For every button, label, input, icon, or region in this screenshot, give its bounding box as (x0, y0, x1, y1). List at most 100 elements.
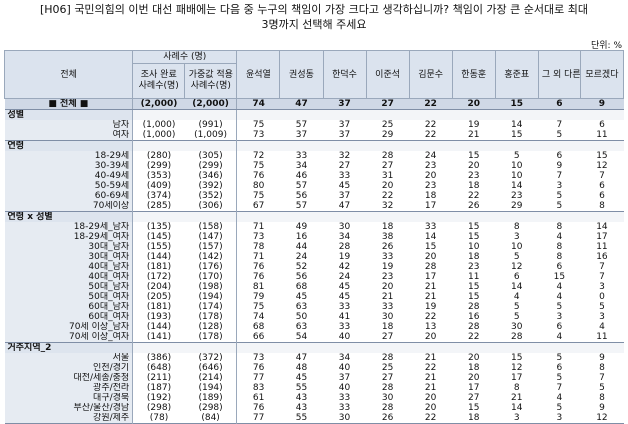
value-cell: 15 (495, 98, 539, 110)
base-weighted: (305) (184, 151, 238, 161)
value-cell: 6 (599, 120, 605, 130)
base-completed: (135) (132, 222, 185, 232)
value-cell: 81 (252, 282, 265, 292)
base-weighted: (646) (184, 363, 238, 373)
value-cell: 18 (467, 363, 480, 373)
value-cell: 27 (381, 161, 394, 171)
value-cell: 21 (424, 292, 437, 302)
value-cell: 21 (424, 282, 437, 292)
value-cell: 45 (295, 292, 308, 302)
table-row: 대전/세종/충청 (211) (214) 77 45 37 27 21 20 17 5 7 (4, 373, 624, 383)
value-cell: 23 (467, 171, 480, 181)
base-weighted: (176) (184, 262, 238, 272)
header-option: 김문수 (408, 50, 453, 99)
base-completed: (172) (132, 272, 185, 282)
value-cell: 73 (252, 232, 265, 242)
value-cell: 7 (599, 272, 605, 282)
table-row: 60대_여자 (193) (178) 74 50 41 30 22 16 5 3 3 (4, 312, 624, 322)
row-label: 30대_여자 (4, 252, 133, 262)
value-cell: 47 (338, 201, 351, 211)
value-cell: 3 (556, 181, 563, 191)
value-cell: 68 (252, 322, 265, 332)
value-cell: 21 (424, 353, 437, 363)
value-cell: 22 (381, 191, 394, 201)
value-cell: 45 (295, 373, 308, 383)
value-cell: 28 (424, 262, 437, 272)
row-label: 70세이상 (4, 201, 133, 212)
value-cell: 32 (338, 151, 351, 161)
base-completed: (144) (132, 322, 185, 332)
value-cell: 15 (467, 232, 480, 242)
group-filler-cell (236, 140, 280, 151)
base-weighted: (372) (184, 353, 238, 363)
group-filler-cell (538, 211, 581, 222)
value-cell: 66 (252, 332, 265, 342)
value-cell: 32 (381, 201, 394, 211)
value-cell: 28 (381, 353, 394, 363)
value-cell: 14 (511, 282, 523, 292)
value-cell: 28 (338, 242, 351, 252)
value-cell: 17 (467, 383, 480, 393)
row-label: 30-39세 (4, 161, 133, 171)
table-row: 30대_남자 (155) (157) 78 44 28 26 15 10 10 8 11 (4, 242, 624, 252)
value-cell: 28 (381, 151, 394, 161)
value-cell: 33 (381, 302, 394, 312)
value-cell: 76 (252, 272, 265, 282)
value-cell: 55 (295, 413, 308, 423)
value-cell: 28 (511, 332, 523, 342)
value-cell: 6 (538, 98, 581, 110)
value-cell: 22 (467, 191, 480, 201)
value-cell: 14 (596, 222, 608, 232)
value-cell: 7 (556, 171, 563, 181)
header-base-weighted: 가중값 적용 사례수(명) (184, 63, 238, 99)
table-row: 인천/경기 (648) (646) 76 48 40 25 22 18 12 6 8 (4, 363, 624, 373)
value-cell: 30 (511, 322, 523, 332)
value-cell: 75 (252, 120, 265, 130)
base-completed: (204) (132, 282, 185, 292)
value-cell: 4 (556, 232, 563, 242)
value-cell: 18 (467, 181, 480, 191)
value-cell: 27 (467, 393, 480, 403)
value-cell: 57 (295, 181, 308, 191)
value-cell: 23 (467, 262, 480, 272)
value-cell: 20 (467, 373, 480, 383)
value-cell: 10 (467, 242, 480, 252)
value-cell: 9 (580, 98, 624, 110)
base-completed: (1,000) (132, 120, 185, 130)
group-filler-cell (279, 342, 323, 353)
value-cell: 12 (596, 161, 608, 171)
row-label: 18-29세_남자 (4, 222, 133, 232)
value-cell: 57 (295, 120, 308, 130)
value-cell: 21 (381, 292, 394, 302)
value-cell: 7 (599, 262, 605, 272)
table-row: 60-69세 (374) (352) 75 56 37 22 18 22 23 5 6 (4, 191, 624, 201)
value-cell: 29 (381, 130, 394, 140)
header-option: 한동훈 (451, 50, 496, 99)
value-cell: 11 (596, 242, 608, 252)
value-cell: 21 (511, 393, 523, 403)
row-label: ■ 전체 ■ (4, 98, 133, 110)
value-cell: 72 (252, 151, 265, 161)
row-label: 40대_남자 (4, 262, 133, 272)
value-cell: 27 (338, 161, 351, 171)
value-cell: 37 (323, 98, 367, 110)
value-cell: 45 (338, 181, 351, 191)
group-filler-cell (366, 211, 410, 222)
value-cell: 68 (295, 282, 308, 292)
base-weighted: (1,009) (184, 130, 238, 141)
group-filler-cell (184, 342, 238, 353)
value-cell: 75 (252, 161, 265, 171)
value-cell: 27 (366, 98, 410, 110)
value-cell: 42 (338, 262, 351, 272)
value-cell: 18 (381, 322, 394, 332)
group-filler-cell (452, 342, 496, 353)
row-label: 30대_남자 (4, 242, 133, 252)
row-label: 50대_남자 (4, 282, 133, 292)
value-cell: 8 (599, 201, 605, 211)
value-cell: 5 (556, 130, 563, 140)
unit-label: 단위: % (590, 41, 622, 51)
value-cell: 33 (295, 151, 308, 161)
group-filler-cell (279, 140, 323, 151)
value-cell: 73 (252, 130, 265, 140)
value-cell: 16 (467, 312, 480, 322)
